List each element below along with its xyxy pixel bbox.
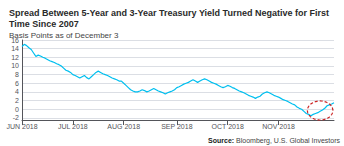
svg-text:Source:: Source: [208, 137, 234, 144]
svg-text:2: 2 [15, 97, 19, 104]
svg-text:6: 6 [15, 80, 19, 87]
svg-text:14: 14 [11, 45, 19, 52]
svg-text:8: 8 [15, 71, 19, 78]
svg-text:10: 10 [11, 62, 19, 69]
svg-text:OCT 2018: OCT 2018 [212, 123, 244, 130]
svg-text:Time Since 2007: Time Since 2007 [9, 19, 79, 29]
svg-text:12: 12 [11, 54, 19, 61]
svg-text:4: 4 [15, 88, 19, 95]
svg-text:16: 16 [11, 36, 19, 44]
svg-text:JUN 2018: JUN 2018 [6, 123, 37, 130]
svg-text:Spread Between 5-Year and 3-Ye: Spread Between 5-Year and 3-Year Treasur… [9, 8, 331, 18]
svg-text:SEP 2018: SEP 2018 [161, 123, 193, 130]
svg-text:-2: -2 [13, 114, 19, 121]
svg-text:JUL 2018: JUL 2018 [58, 123, 88, 130]
svg-text:Bloomberg, U.S. Global Investo: Bloomberg, U.S. Global Investors [236, 137, 340, 145]
svg-text:0: 0 [15, 106, 19, 113]
svg-text:NOV 2018: NOV 2018 [262, 123, 295, 130]
svg-text:Basis Points as of December 3: Basis Points as of December 3 [9, 31, 119, 40]
svg-text:AUG 2018: AUG 2018 [107, 123, 140, 130]
